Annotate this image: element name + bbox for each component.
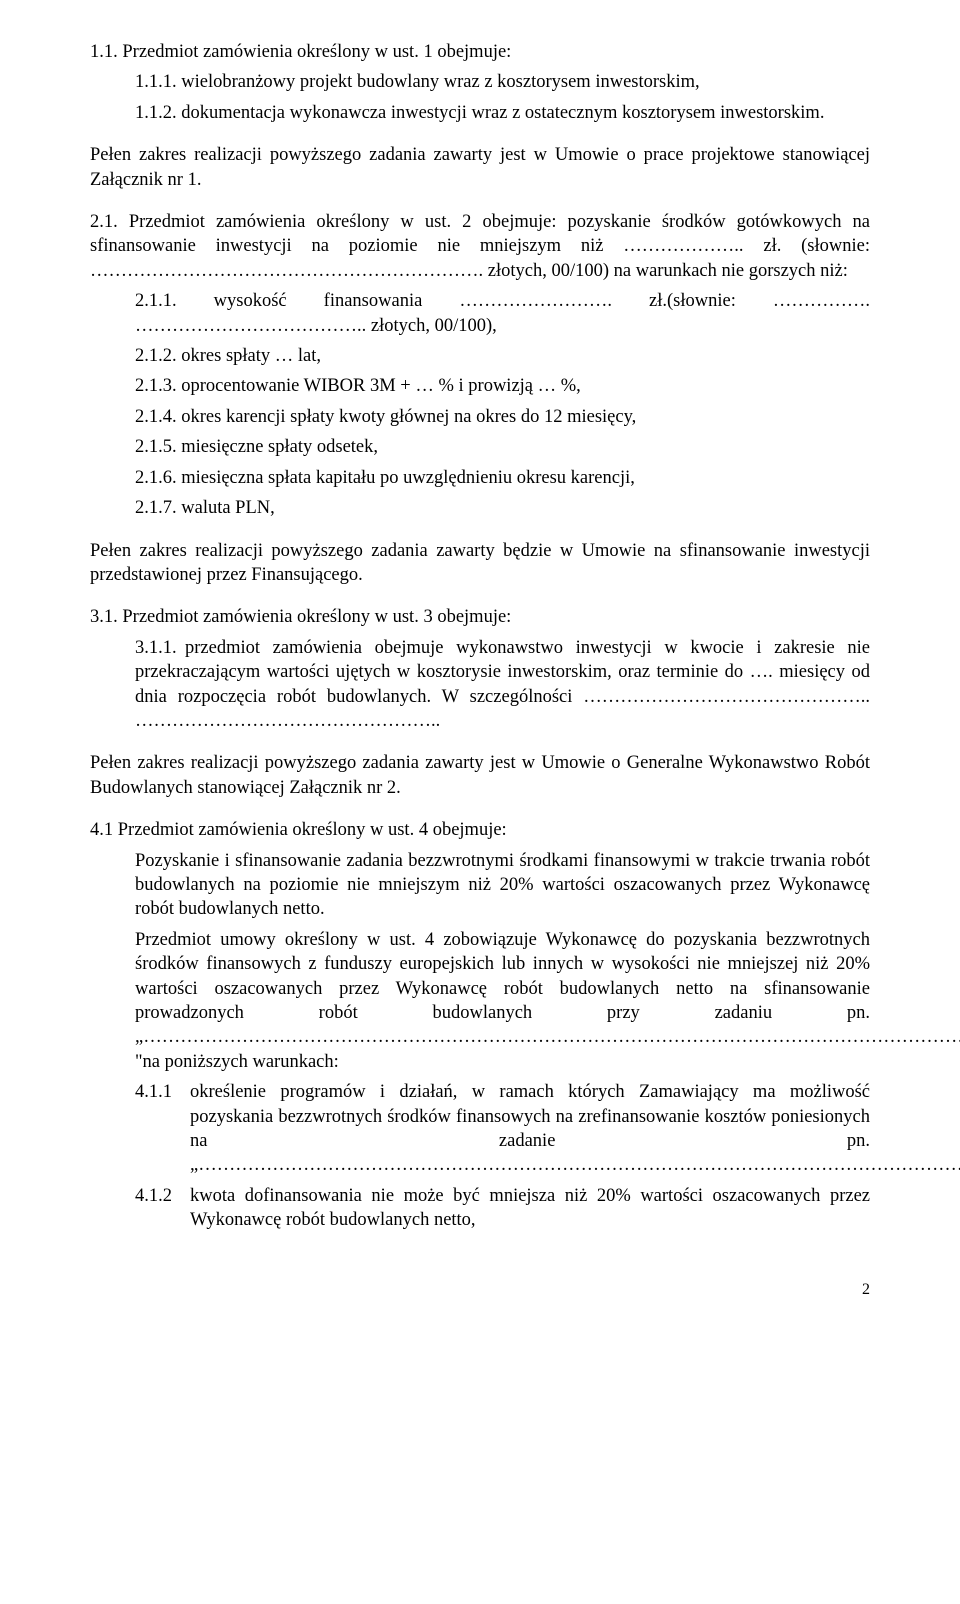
para-scope-3: Pełen zakres realizacji powyższego zadan… — [90, 751, 870, 800]
para-scope-2: Pełen zakres realizacji powyższego zadan… — [90, 539, 870, 588]
item-4-1-1-text: określenie programów i działań, w ramach… — [190, 1082, 960, 1175]
item-2-1-5: 2.1.5. miesięczne spłaty odsetek, — [90, 435, 870, 459]
item-4-1-2-number: 4.1.2 — [135, 1184, 190, 1208]
item-2-1-2: 2.1.2. okres spłaty … lat, — [90, 344, 870, 368]
page-number: 2 — [90, 1239, 870, 1300]
item-3-1-1: 3.1.1.przedmiot zamówienia obejmuje wyko… — [90, 636, 870, 734]
heading-4-1: 4.1 Przedmiot zamówienia określony w ust… — [90, 818, 870, 842]
item-3-1-1-text: przedmiot zamówienia obejmuje wykonawstw… — [135, 638, 870, 731]
item-2-1-4: 2.1.4. okres karencji spłaty kwoty główn… — [90, 405, 870, 429]
item-2-1-6: 2.1.6. miesięczna spłata kapitału po uwz… — [90, 466, 870, 490]
item-1-1-2: 1.1.2. dokumentacja wykonawcza inwestycj… — [90, 101, 870, 125]
heading-3-1: 3.1. Przedmiot zamówienia określony w us… — [90, 605, 870, 629]
item-4-1-2-text: kwota dofinansowania nie może być mniejs… — [190, 1186, 870, 1230]
item-4-1-1-number: 4.1.1 — [135, 1080, 190, 1104]
item-3-1-1-number: 3.1.1. — [135, 636, 185, 660]
para-4-1-body-b: Przedmiot umowy określony w ust. 4 zobow… — [90, 928, 870, 1074]
para-4-1-body-a: Pozyskanie i sfinansowanie zadania bezzw… — [90, 849, 870, 922]
item-2-1-1: 2.1.1. wysokość finansowania ……………………. z… — [90, 289, 870, 338]
para-scope-1: Pełen zakres realizacji powyższego zadan… — [90, 143, 870, 192]
item-4-1-1: 4.1.1określenie programów i działań, w r… — [90, 1080, 870, 1178]
item-2-1-7: 2.1.7. waluta PLN, — [90, 496, 870, 520]
item-4-1-2: 4.1.2kwota dofinansowania nie może być m… — [90, 1184, 870, 1233]
item-1-1-1: 1.1.1. wielobranżowy projekt budowlany w… — [90, 70, 870, 94]
heading-1-1: 1.1. Przedmiot zamówienia określony w us… — [90, 40, 870, 64]
item-2-1-3: 2.1.3. oprocentowanie WIBOR 3M + … % i p… — [90, 374, 870, 398]
heading-2-1: 2.1. Przedmiot zamówienia określony w us… — [90, 210, 870, 283]
